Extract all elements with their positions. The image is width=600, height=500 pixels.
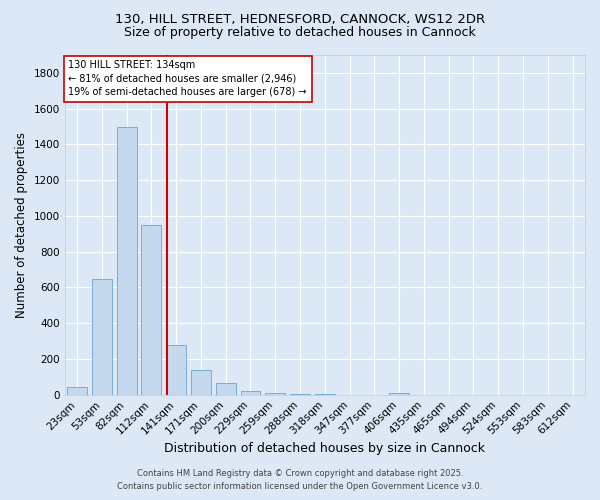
Bar <box>216 383 236 394</box>
Text: 130 HILL STREET: 134sqm
← 81% of detached houses are smaller (2,946)
19% of semi: 130 HILL STREET: 134sqm ← 81% of detache… <box>68 60 307 97</box>
Text: Size of property relative to detached houses in Cannock: Size of property relative to detached ho… <box>124 26 476 39</box>
X-axis label: Distribution of detached houses by size in Cannock: Distribution of detached houses by size … <box>164 442 485 455</box>
Bar <box>142 225 161 394</box>
Text: Contains HM Land Registry data © Crown copyright and database right 2025.
Contai: Contains HM Land Registry data © Crown c… <box>118 469 482 491</box>
Bar <box>67 386 87 394</box>
Bar <box>166 344 186 395</box>
Bar <box>92 278 112 394</box>
Bar <box>117 126 137 394</box>
Bar <box>241 391 260 394</box>
Y-axis label: Number of detached properties: Number of detached properties <box>15 132 28 318</box>
Bar <box>191 370 211 394</box>
Text: 130, HILL STREET, HEDNESFORD, CANNOCK, WS12 2DR: 130, HILL STREET, HEDNESFORD, CANNOCK, W… <box>115 12 485 26</box>
